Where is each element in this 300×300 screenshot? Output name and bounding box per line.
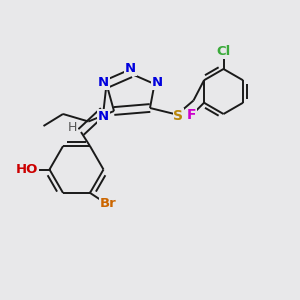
Text: Cl: Cl: [216, 45, 231, 58]
Text: F: F: [187, 108, 196, 122]
Text: N: N: [125, 62, 136, 76]
Text: HO: HO: [16, 163, 38, 176]
Text: N: N: [98, 76, 109, 89]
Text: N: N: [152, 76, 163, 89]
Text: Br: Br: [100, 197, 116, 210]
Text: H: H: [68, 121, 77, 134]
Text: N: N: [98, 110, 109, 123]
Text: S: S: [173, 109, 184, 122]
